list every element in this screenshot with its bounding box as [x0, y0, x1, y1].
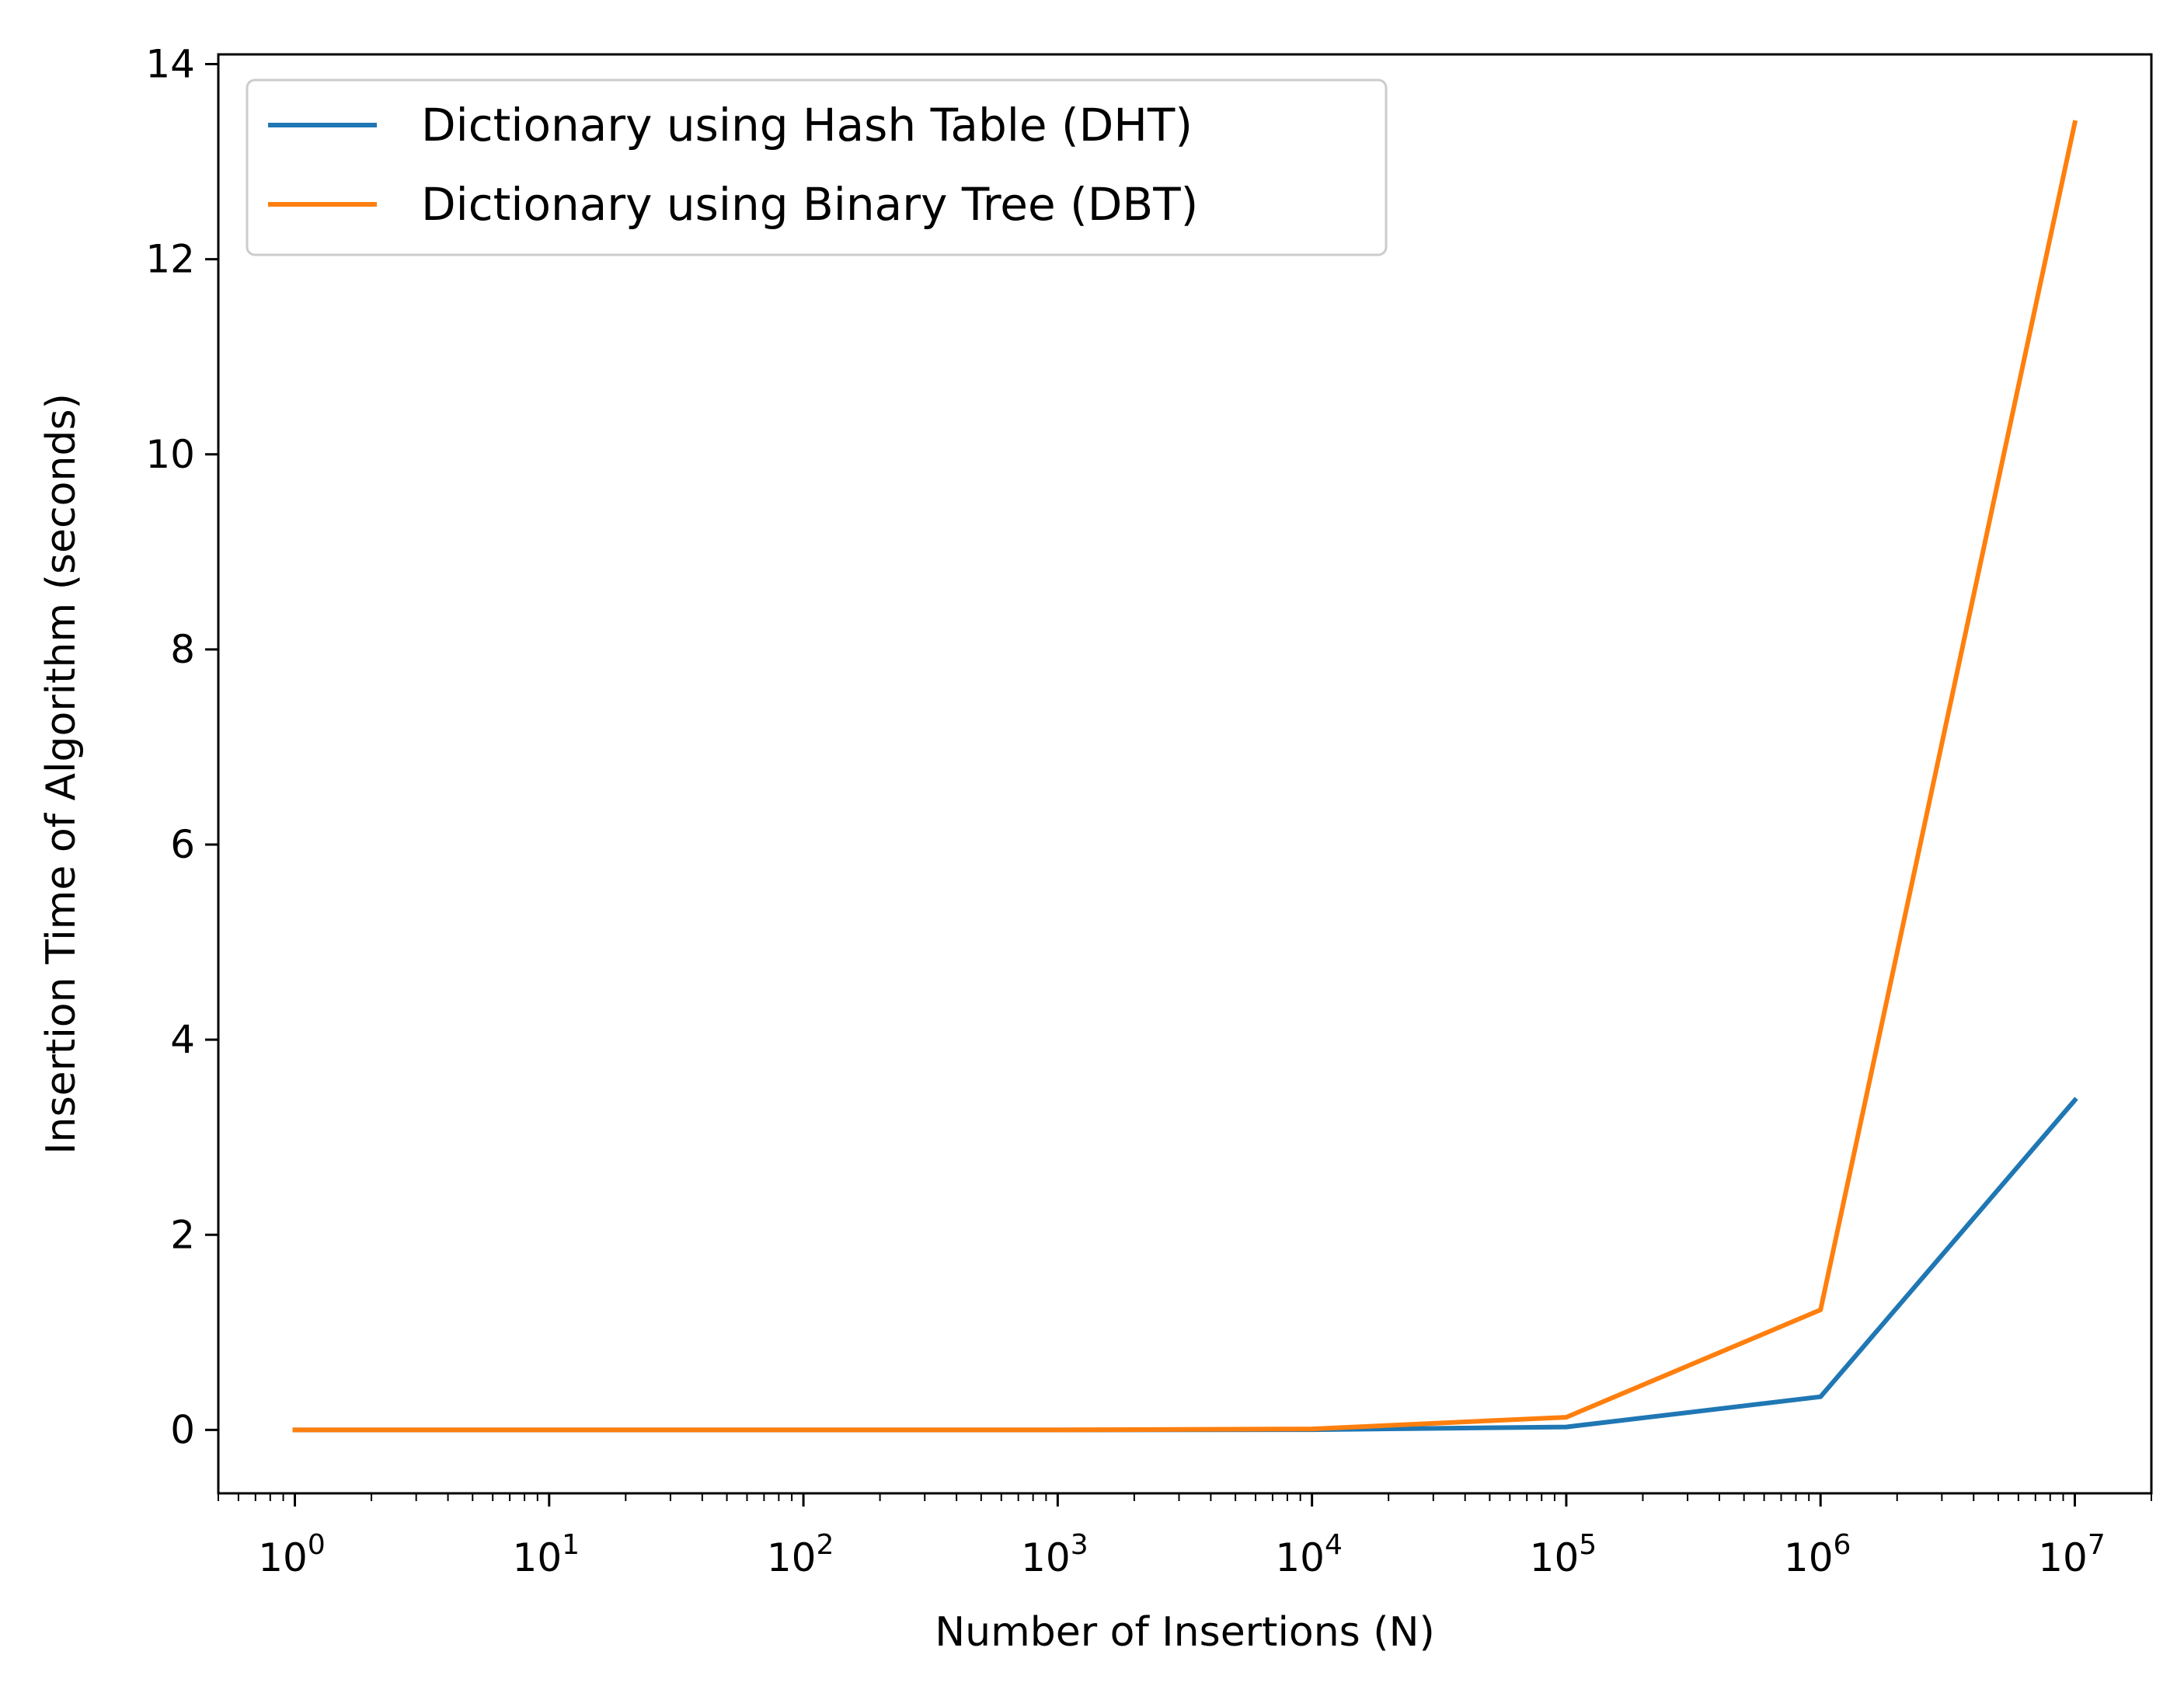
x-tick-base: 10 [1021, 1535, 1071, 1580]
y-axis-label: Insertion Time of Algorithm (seconds) [38, 393, 85, 1155]
plot-frame [217, 53, 2153, 1495]
x-tick-exponent: 1 [562, 1529, 580, 1561]
y-tick-label: 12 [145, 237, 195, 282]
x-axis-label: Number of Insertions (N) [935, 1609, 1435, 1656]
y-tick-label: 4 [170, 1017, 195, 1062]
x-tick-exponent: 0 [308, 1529, 326, 1561]
x-tick-label: 107 [2038, 1529, 2106, 1580]
y-axis-ticks: 0 2 4 6 8 10 12 14 [145, 42, 218, 1452]
x-tick-label: 104 [1275, 1529, 1343, 1580]
x-tick-base: 10 [513, 1535, 563, 1580]
y-tick-label: 10 [145, 432, 195, 477]
x-tick-base: 10 [767, 1535, 817, 1580]
x-tick-label: 101 [513, 1529, 580, 1580]
y-tick-label: 8 [170, 627, 195, 672]
legend-label-dbt: Dictionary using Binary Tree (DBT) [421, 178, 1198, 231]
y-tick-label: 2 [170, 1212, 195, 1257]
x-tick-exponent: 7 [2088, 1529, 2106, 1561]
x-tick-label: 105 [1530, 1529, 1597, 1580]
x-tick-exponent: 5 [1579, 1529, 1597, 1561]
x-tick-base: 10 [2038, 1535, 2088, 1580]
y-tick-label: 14 [145, 42, 195, 87]
x-tick-label: 100 [258, 1529, 326, 1580]
x-tick-label: 102 [767, 1529, 834, 1580]
x-axis-ticks: 100 101 102 103 104 105 106 107 [218, 1493, 2152, 1580]
y-tick-label: 6 [170, 822, 195, 867]
legend-frame [246, 78, 1388, 256]
x-tick-base: 10 [1275, 1535, 1325, 1580]
x-tick-base: 10 [258, 1535, 308, 1580]
y-tick-label: 0 [170, 1407, 195, 1452]
x-tick-exponent: 3 [1071, 1529, 1089, 1561]
x-tick-exponent: 4 [1325, 1529, 1343, 1561]
x-tick-exponent: 2 [816, 1529, 834, 1561]
x-tick-base: 10 [1530, 1535, 1580, 1580]
x-tick-base: 10 [1784, 1535, 1834, 1580]
series-line-1 [292, 120, 2078, 1433]
legend-label-dht: Dictionary using Hash Table (DHT) [421, 99, 1193, 152]
x-tick-label: 103 [1021, 1529, 1089, 1580]
legend: Dictionary using Hash Table (DHT) Dictio… [246, 78, 1388, 256]
x-tick-label: 106 [1784, 1529, 1851, 1580]
series-layer [292, 120, 2078, 1433]
x-tick-exponent: 6 [1834, 1529, 1851, 1561]
